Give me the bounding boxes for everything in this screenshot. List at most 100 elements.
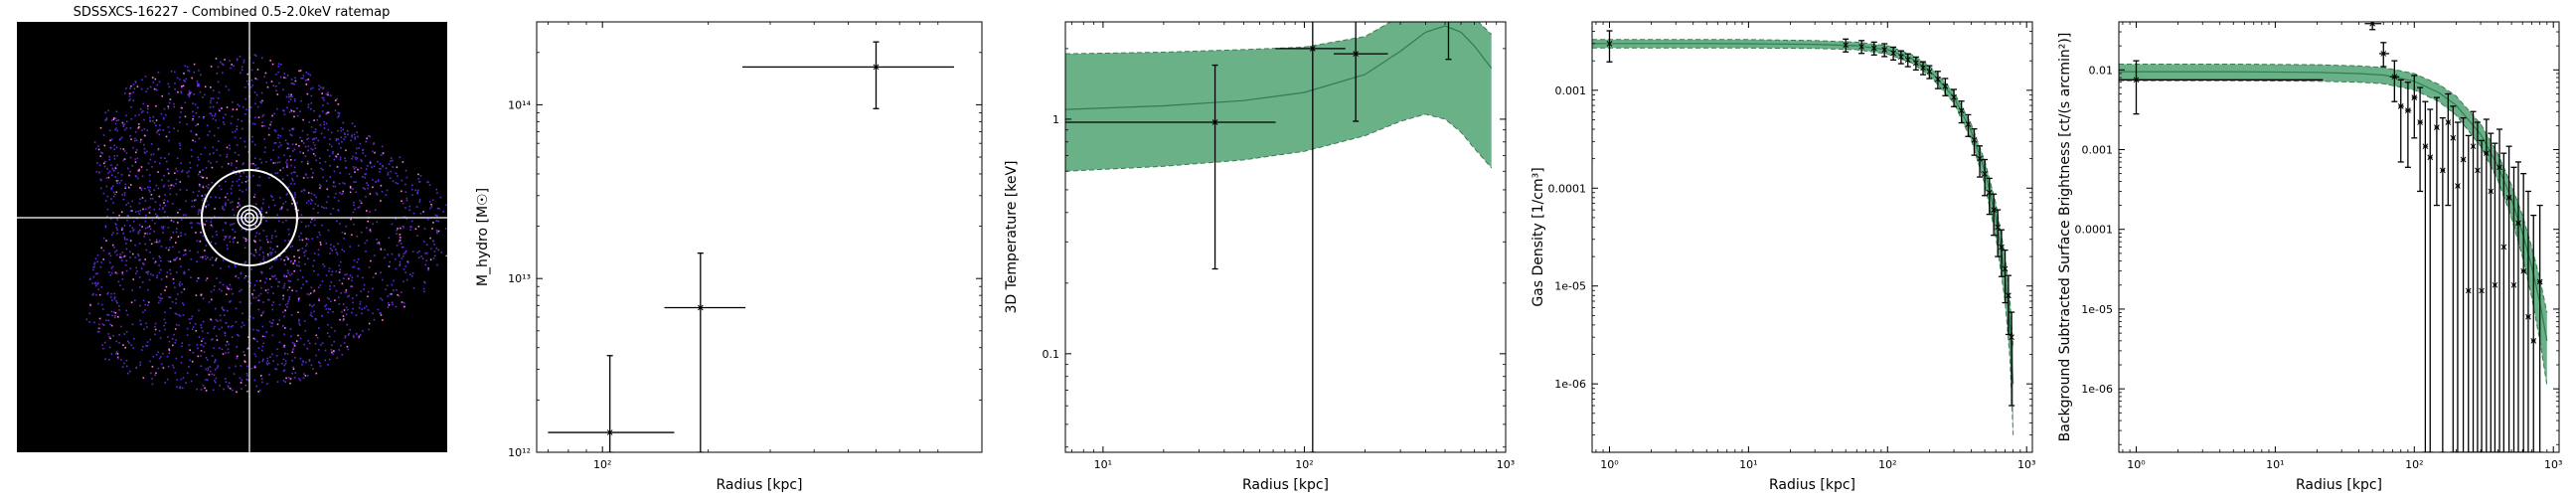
ratemap-pixel <box>350 285 352 287</box>
ratemap-pixel <box>123 194 126 197</box>
ratemap-pixel <box>273 258 275 261</box>
ratemap-pixel <box>366 137 368 140</box>
ratemap-pixel <box>179 386 182 388</box>
ratemap-pixel <box>235 173 238 175</box>
ratemap-pixel <box>253 240 255 242</box>
ratemap-pixel <box>291 199 293 202</box>
ratemap-pixel <box>232 229 234 231</box>
ratemap-pixel <box>277 136 279 139</box>
ratemap-pixel <box>274 85 277 87</box>
ratemap-pixel <box>98 164 101 167</box>
ratemap-pixel <box>333 196 336 199</box>
ratemap-pixel <box>302 118 304 121</box>
ratemap-pixel <box>307 192 310 194</box>
ratemap-pixel <box>303 189 306 192</box>
ratemap-pixel <box>129 370 131 373</box>
ratemap-pixel <box>122 288 124 290</box>
ratemap-pixel <box>200 350 203 352</box>
ratemap-pixel <box>329 176 332 178</box>
ratemap-pixel <box>351 311 353 314</box>
ratemap-pixel <box>99 155 102 157</box>
ratemap-pixel <box>307 340 310 342</box>
ratemap-pixel <box>364 176 366 179</box>
data-point <box>2119 60 2324 115</box>
ratemap-pixel <box>162 228 164 230</box>
ratemap-pixel <box>124 183 127 186</box>
ratemap-pixel <box>195 112 198 114</box>
ratemap-pixel <box>402 161 404 163</box>
point-marker <box>2009 334 2014 341</box>
ratemap-pixel <box>163 157 166 159</box>
ratemap-pixel <box>291 359 293 362</box>
ratemap-pixel <box>276 107 278 110</box>
ratemap-pixel <box>336 166 339 168</box>
ratemap-pixel <box>274 230 276 233</box>
ratemap-pixel <box>293 192 296 194</box>
ratemap-pixel <box>253 193 256 196</box>
ratemap-pixel <box>223 116 225 119</box>
ratemap-pixel <box>152 115 154 118</box>
ratemap-pixel <box>210 162 212 164</box>
ratemap-pixel <box>123 192 126 194</box>
ratemap-pixel <box>224 314 226 316</box>
ratemap-pixel <box>162 186 165 188</box>
ratemap-pixel <box>218 185 221 187</box>
ratemap-pixel <box>236 180 239 183</box>
ratemap-pixel <box>282 358 285 361</box>
ratemap-pixel <box>422 287 425 290</box>
ratemap-pixel <box>320 167 322 170</box>
ratemap-pixel <box>179 284 181 287</box>
y-tick-label: 1e-06 <box>2081 383 2113 396</box>
ratemap-pixel <box>229 60 231 62</box>
ratemap-pixel <box>144 220 147 223</box>
ratemap-pixel <box>228 343 230 346</box>
ratemap-pixel <box>281 221 284 224</box>
ratemap-pixel <box>148 233 151 235</box>
ratemap-pixel <box>303 251 305 253</box>
point-marker <box>2465 287 2472 294</box>
ratemap-pixel <box>190 317 193 320</box>
ratemap-pixel <box>280 257 282 260</box>
data-point <box>1965 113 1972 137</box>
ratemap-pixel <box>184 233 187 236</box>
ratemap-pixel <box>286 174 289 177</box>
ratemap-pixel <box>251 122 254 125</box>
ratemap-pixel <box>261 345 263 348</box>
ratemap-pixel <box>380 271 382 273</box>
ratemap-pixel <box>242 105 244 108</box>
ratemap-pixel <box>177 236 180 238</box>
ratemap-pixel <box>145 322 147 325</box>
ratemap-pixel <box>232 131 234 133</box>
ratemap-pixel <box>392 303 394 306</box>
ratemap-pixel <box>265 277 267 280</box>
ratemap-pixel <box>268 374 270 376</box>
ratemap-pixel <box>201 195 204 197</box>
ratemap-pixel <box>271 63 274 66</box>
uncertainty-band <box>1065 22 1492 172</box>
ratemap-pixel <box>254 249 257 251</box>
ratemap-pixel <box>201 340 203 342</box>
ratemap-pixel <box>306 375 309 377</box>
ratemap-pixel <box>227 287 229 289</box>
ratemap-pixel <box>85 318 88 321</box>
ratemap-pixel <box>395 267 398 270</box>
ratemap-pixel <box>271 251 273 253</box>
ratemap-pixel <box>155 119 158 121</box>
data-point <box>2496 128 2503 452</box>
ratemap-pixel <box>242 237 244 239</box>
ratemap-pixel <box>269 123 271 126</box>
ratemap-pixel <box>121 271 124 273</box>
ratemap-pixel <box>265 161 267 163</box>
ratemap-pixel <box>252 337 255 340</box>
ratemap-pixel <box>381 145 384 148</box>
ratemap-pixel <box>298 70 300 73</box>
ratemap-pixel <box>114 250 116 253</box>
data-point <box>664 252 746 452</box>
ratemap-pixel <box>113 247 115 249</box>
ratemap-pixel <box>208 183 210 186</box>
x-tick-label: 10² <box>1295 458 1313 471</box>
ratemap-pixel <box>302 152 304 154</box>
ratemap-pixel <box>254 225 256 227</box>
ratemap-pixel <box>405 199 408 202</box>
band-upper-edge <box>2119 64 2548 313</box>
